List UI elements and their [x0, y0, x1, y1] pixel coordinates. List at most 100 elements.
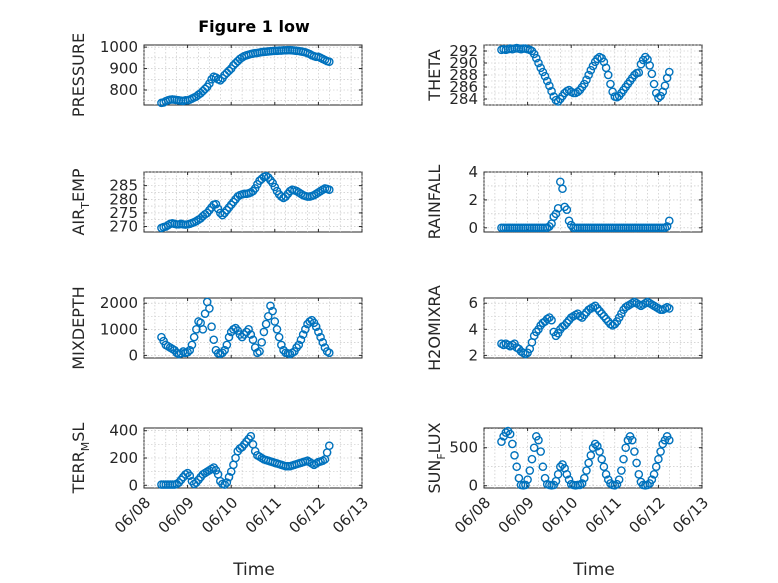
data-point	[316, 332, 325, 342]
data-point	[189, 332, 199, 342]
x-tick-label: 06/13	[329, 494, 372, 537]
data-point	[649, 79, 659, 89]
data-point	[231, 58, 240, 68]
y-tick-label: 2	[468, 346, 478, 364]
data-point	[619, 454, 628, 464]
data-point	[324, 441, 334, 451]
y-tick-label: 275	[109, 204, 138, 222]
data-point	[593, 441, 602, 451]
data-point	[651, 462, 661, 472]
data-point	[222, 68, 232, 78]
data-point	[564, 216, 574, 226]
data-point	[597, 309, 607, 318]
x-tick-label: 06/12	[285, 494, 328, 537]
data-point	[270, 317, 280, 326]
x-tick-label: 06/08	[451, 494, 494, 537]
data-point	[595, 306, 604, 316]
y-tick-label: 4	[468, 163, 478, 181]
data-point	[512, 462, 522, 472]
data-point	[220, 70, 229, 80]
y-tick-label: 400	[109, 422, 138, 440]
data-point	[597, 454, 607, 464]
time-label-right: Time	[572, 560, 615, 580]
data-point	[218, 210, 227, 220]
data-point	[205, 79, 214, 88]
x-tick-label: 06/11	[582, 494, 625, 537]
data-point	[601, 314, 611, 324]
data-point	[307, 315, 317, 325]
data-point	[211, 465, 221, 475]
data-point	[263, 311, 273, 321]
y-tick-label: 286	[449, 78, 478, 96]
data-point	[662, 222, 672, 231]
data-point	[292, 343, 301, 352]
x-tick-label: 06/10	[198, 494, 241, 537]
data-point	[298, 330, 308, 339]
y-axis-label: THETA	[425, 49, 444, 101]
data-point	[218, 348, 227, 358]
data-point	[529, 49, 539, 59]
data-point	[324, 185, 334, 195]
data-point	[200, 309, 210, 318]
data-point	[224, 332, 234, 342]
data-point	[505, 429, 515, 439]
data-point	[248, 335, 258, 345]
data-point	[198, 86, 208, 96]
y-tick-label: 6	[468, 294, 478, 312]
data-point	[584, 70, 593, 80]
data-point	[540, 71, 550, 81]
y-axis-label: SUNFLUX	[425, 422, 448, 493]
data-point	[654, 93, 663, 103]
data-point	[246, 431, 256, 441]
y-axis-label: MIXDEPTH	[69, 286, 88, 369]
y-tick-label: 288	[449, 66, 478, 84]
data-point	[235, 54, 245, 64]
data-point	[311, 322, 321, 331]
data-point	[608, 87, 617, 97]
data-point	[601, 470, 611, 479]
data-point	[185, 345, 195, 355]
data-point	[660, 81, 670, 91]
data-point	[277, 340, 286, 350]
data-point	[242, 327, 251, 337]
y-tick-label: 0	[468, 477, 478, 495]
data-point	[632, 458, 641, 468]
y-tick-label: 4	[468, 320, 478, 338]
data-point	[606, 79, 615, 89]
subplot-pressure: 800 900 1000 PRESSURE	[69, 33, 363, 117]
data-point	[205, 304, 214, 313]
data-point	[665, 304, 674, 313]
y-tick-label: 0	[128, 476, 138, 494]
data-point	[255, 347, 264, 356]
y-axis-label: AIRTEMP	[69, 168, 92, 235]
data-point	[259, 327, 269, 337]
y-tick-label: 500	[449, 439, 478, 457]
data-point	[497, 437, 506, 446]
data-point	[630, 447, 639, 456]
data-point	[231, 323, 240, 333]
data-point	[579, 310, 589, 320]
x-tick-label: 06/10	[538, 494, 581, 537]
x-tick-label: 06/08	[111, 494, 154, 537]
data-point	[586, 451, 596, 460]
data-point	[222, 340, 232, 350]
subplot-terr_msl: 0 200 400 06/08 06/09 06/10 06/11 06/12 06/13 TER…	[69, 422, 372, 537]
subplot-h2omixra: 2 4 6 H2OMIXRA	[425, 285, 703, 371]
data-point	[654, 454, 663, 464]
data-point	[266, 301, 275, 311]
data-point	[649, 470, 659, 479]
data-point	[560, 321, 569, 330]
data-point	[237, 332, 247, 342]
data-point	[268, 306, 277, 316]
axes-box	[483, 297, 703, 359]
data-point	[665, 435, 674, 445]
data-point	[538, 462, 548, 472]
data-point	[532, 327, 541, 337]
data-point	[645, 61, 654, 70]
data-point	[641, 52, 650, 62]
data-point	[634, 470, 644, 479]
data-point	[562, 470, 572, 479]
data-point	[250, 446, 260, 456]
